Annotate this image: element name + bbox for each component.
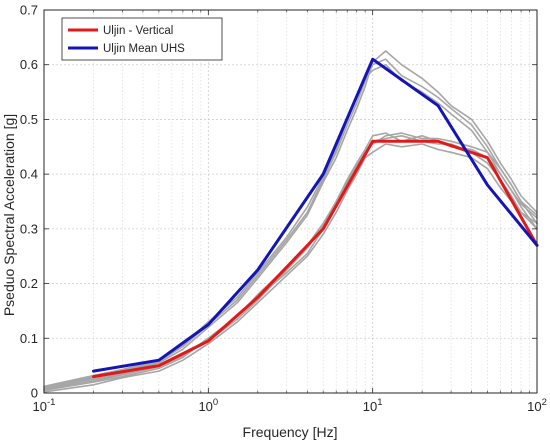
x-tick-label: 102 — [527, 397, 547, 414]
series-line-vertical — [92, 139, 539, 379]
main-series — [92, 57, 539, 379]
background-curve-2 — [43, 143, 538, 393]
y-axis-label: Pseduo Spectral Acceleration [g] — [1, 114, 17, 316]
y-tick-label: 0.5 — [20, 112, 38, 127]
plot-border — [43, 9, 538, 394]
legend-box — [61, 17, 223, 61]
axis-ticks — [43, 9, 538, 394]
x-tick-label: 101 — [363, 397, 383, 414]
background-curve-4 — [43, 58, 538, 389]
legend-label-mean-uhs: Uljin Mean UHS — [103, 43, 185, 55]
y-tick-label: 0.1 — [20, 331, 38, 346]
y-tick-label: 0.4 — [20, 167, 38, 182]
x-tick-label: 10-1 — [33, 397, 56, 414]
legend-label-vertical: Uljin - Vertical — [103, 25, 173, 37]
y-tick-label: 0.6 — [20, 57, 38, 72]
y-tick-labels: 0 0.1 0.2 0.3 0.4 0.5 0.6 0.7 — [20, 3, 38, 401]
x-tick-labels: 10-1 100 101 102 — [33, 397, 547, 414]
legend: Uljin - Vertical Uljin Mean UHS — [61, 17, 223, 61]
series-line-mean-uhs — [92, 57, 539, 373]
y-tick-label: 0.3 — [20, 221, 38, 236]
y-tick-label: 0.2 — [20, 276, 38, 291]
x-axis-label: Frequency [Hz] — [243, 424, 338, 440]
plot-area — [44, 10, 537, 393]
y-tick-label: 0.7 — [20, 3, 38, 18]
background-curve-5 — [43, 50, 538, 391]
y-tick-label: 0 — [31, 386, 38, 401]
x-tick-label: 100 — [198, 397, 218, 414]
